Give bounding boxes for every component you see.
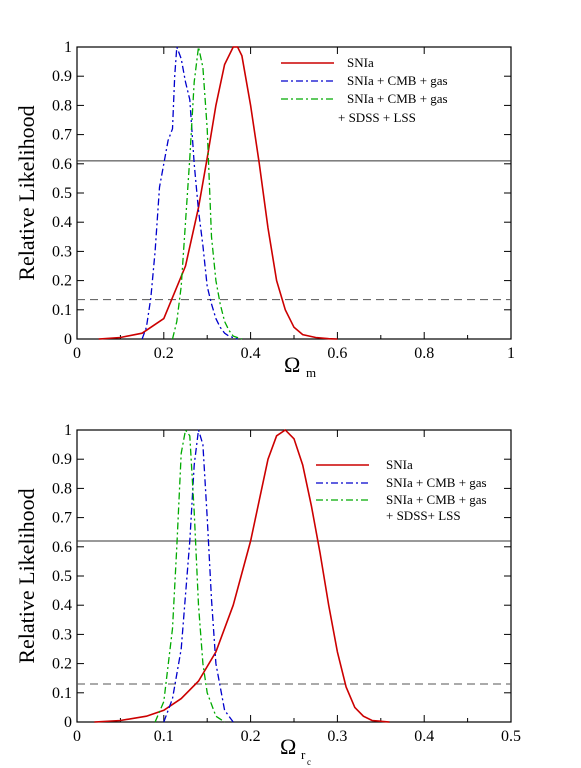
y-axis-label: Relative Likelihood: [14, 488, 39, 663]
series-group: [94, 428, 390, 723]
series-line: [98, 46, 338, 340]
tick-group: 0 0.2 0.4 0.6 0.8 1 0 0.1 0.2 0.3 0.4 0.5 0.6 0.7 0.8 0…: [52, 39, 515, 362]
x-tick-label: 0.2: [154, 345, 174, 362]
x-tick-label: 0.3: [327, 728, 347, 745]
y-tick-label: 0.8: [52, 97, 72, 114]
series-line: [163, 429, 234, 723]
series-line: [141, 46, 238, 340]
y-tick-label: 1: [64, 39, 72, 56]
legend: SNIa SNIa + CMB + gas SNIa + CMB + gas +…: [281, 55, 448, 125]
legend-label-snia-cmb-gas-sdss: SNIa + CMB + gas: [386, 492, 487, 507]
x-axis-label-main: Ω: [284, 352, 300, 377]
series-line: [171, 46, 243, 340]
y-tick-label: 0.4: [52, 597, 72, 614]
y-axis-label: Relative Likelihood: [14, 105, 39, 280]
legend-label-snia: SNIa: [347, 55, 374, 70]
series-line: [94, 428, 390, 723]
y-tick-label: 0: [64, 714, 72, 731]
reference-lines: [77, 540, 511, 685]
legend-label-snia-cmb-gas-sdss: SNIa + CMB + gas: [347, 91, 448, 106]
legend-label-snia-cmb-gas: SNIa + CMB + gas: [386, 475, 487, 490]
reference-lines: [77, 160, 511, 301]
y-tick-label: 0.3: [52, 626, 72, 643]
x-axis-label-subsubscript: c: [307, 757, 311, 767]
y-tick-label: 0.5: [52, 185, 72, 202]
y-tick-label: 0.6: [52, 156, 72, 173]
y-tick-label: 0.1: [52, 302, 72, 319]
legend: SNIa SNIa + CMB + gas SNIa + CMB + gas +…: [316, 457, 487, 523]
x-axis-label: Ω: [284, 352, 300, 377]
x-axis-label: Ω: [280, 734, 296, 759]
legend-label-sdss-lss: + SDSS + LSS: [338, 110, 416, 125]
y-tick-label: 0.1: [52, 685, 72, 702]
y-tick-label: 0.6: [52, 539, 72, 556]
x-tick-label: 0.4: [414, 728, 434, 745]
x-axis-label-main: Ω: [280, 734, 296, 759]
y-tick-label: 0.2: [52, 656, 72, 673]
chart-panel-bottom: 0 0.1 0.2 0.3 0.4 0.5 0 0.1 0.2 0.3 0.4 0.5 0.6 0.7 0.…: [14, 422, 521, 767]
y-tick-label: 0.3: [52, 243, 72, 260]
x-tick-label: 0.4: [241, 345, 261, 362]
y-tick-label: 0.2: [52, 273, 72, 290]
x-tick-label: 0: [73, 728, 81, 745]
x-tick-label: 0.2: [241, 728, 261, 745]
x-tick-label: 0.5: [501, 728, 521, 745]
y-tick-label: 0.9: [52, 451, 72, 468]
y-tick-label: 0.7: [52, 510, 72, 527]
legend-label-sdss-lss: + SDSS+ LSS: [386, 508, 461, 523]
plot-frame: [76, 429, 512, 723]
legend-label-snia-cmb-gas: SNIa + CMB + gas: [347, 73, 448, 88]
tick-group: 0 0.1 0.2 0.3 0.4 0.5 0 0.1 0.2 0.3 0.4 0.5 0.6 0.7 0.…: [52, 422, 521, 745]
series-group: [98, 46, 338, 340]
y-tick-label: 0.4: [52, 214, 72, 231]
y-tick-label: 1: [64, 422, 72, 439]
y-tick-label: 0: [64, 331, 72, 348]
x-axis-label-subscript: m: [306, 365, 316, 380]
x-tick-label: 1: [507, 345, 515, 362]
y-tick-label: 0.5: [52, 568, 72, 585]
y-tick-label: 0.7: [52, 127, 72, 144]
legend-label-snia: SNIa: [386, 457, 413, 472]
x-tick-label: 0.6: [327, 345, 347, 362]
series-line: [154, 428, 225, 723]
chart-panel-top: 0 0.2 0.4 0.6 0.8 1 0 0.1 0.2 0.3 0.4 0.5 0.6 0.7 0.8 0…: [14, 39, 515, 380]
y-tick-label: 0.8: [52, 480, 72, 497]
x-axis-label-subscript: r: [301, 747, 306, 762]
y-tick-label: 0.9: [52, 68, 72, 85]
x-tick-label: 0.1: [154, 728, 174, 745]
x-tick-label: 0: [73, 345, 81, 362]
x-tick-label: 0.8: [414, 345, 434, 362]
